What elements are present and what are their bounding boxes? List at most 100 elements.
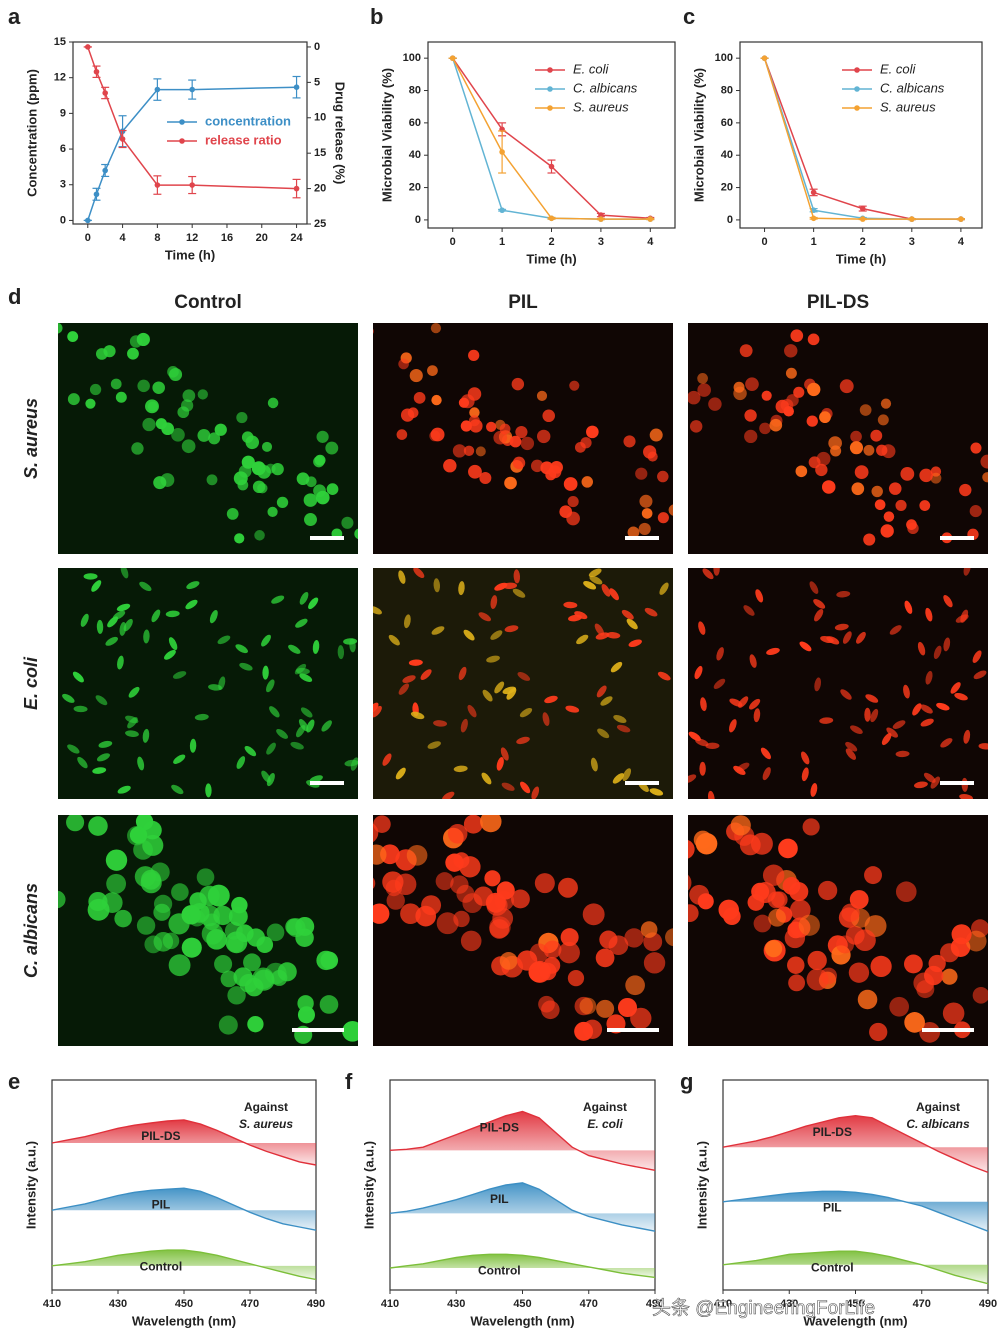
cell [919, 468, 933, 483]
cell [581, 476, 593, 488]
cell [649, 788, 664, 796]
legend-label: C. albicans [573, 80, 638, 95]
y2-tick-label: 5 [314, 76, 320, 88]
cell [266, 742, 276, 755]
point [84, 44, 91, 50]
cell [442, 791, 455, 799]
cell [665, 928, 673, 947]
cell [421, 895, 442, 916]
cell [83, 573, 98, 580]
cell [639, 494, 653, 508]
cell [762, 864, 785, 886]
cell [142, 417, 156, 432]
cell [117, 785, 131, 794]
cell [320, 951, 339, 970]
area-fill [52, 1188, 316, 1231]
cell [700, 697, 707, 712]
cell [517, 671, 531, 681]
cell [139, 581, 152, 592]
cell [168, 913, 190, 935]
cell [475, 446, 486, 457]
cell [516, 950, 538, 971]
cell [702, 568, 714, 580]
cell [888, 482, 902, 495]
cell [567, 970, 585, 987]
cell [622, 768, 632, 782]
cell [806, 415, 818, 427]
cell [850, 725, 863, 735]
cell [594, 623, 605, 636]
cell [544, 695, 558, 704]
y-tick-label: 100 [403, 52, 421, 64]
cell [373, 815, 391, 833]
cell [116, 603, 131, 612]
cell [919, 1021, 941, 1043]
cell [266, 923, 285, 942]
scale-bar [625, 781, 659, 785]
cell [504, 476, 517, 490]
cell [271, 595, 285, 604]
cell [95, 695, 108, 706]
cell [849, 441, 864, 455]
cell [137, 379, 150, 393]
legend-marker [547, 86, 553, 92]
spectrum-line [722, 1250, 989, 1285]
cell [120, 568, 129, 579]
cell [382, 753, 392, 766]
cell [762, 767, 771, 781]
cell [304, 513, 317, 526]
cell [574, 611, 588, 620]
cell [493, 430, 508, 445]
cell [892, 720, 906, 729]
cell [579, 997, 597, 1015]
cell [657, 470, 669, 483]
cell [950, 682, 961, 694]
cell [300, 707, 313, 718]
cell [940, 738, 953, 748]
cell [316, 430, 329, 443]
cell [600, 696, 613, 706]
cell [337, 645, 345, 660]
annotation: E. coli [587, 1117, 623, 1131]
legend-marker [179, 119, 185, 125]
cell [453, 910, 470, 928]
x-tick-label: 20 [256, 232, 268, 244]
cell [644, 607, 658, 617]
cell [468, 349, 480, 362]
cell [916, 980, 935, 999]
cell [815, 463, 828, 477]
cell [373, 328, 374, 334]
x-tick-label: 4 [958, 236, 965, 248]
cell [940, 943, 960, 963]
cell [303, 493, 318, 507]
point [293, 84, 300, 91]
cell [531, 786, 540, 799]
cell [266, 773, 275, 787]
y-tick-label: 20 [721, 181, 733, 193]
cell [511, 889, 530, 909]
cell [214, 954, 233, 974]
cell [870, 708, 879, 723]
cell [244, 745, 257, 757]
cell [980, 454, 988, 469]
cell [635, 467, 648, 480]
point [93, 191, 100, 198]
cell [595, 632, 610, 640]
spectrum-line [389, 1253, 656, 1279]
cell [504, 625, 519, 633]
cell [821, 480, 836, 494]
legend-label: S. aureus [880, 99, 936, 114]
cell [214, 423, 227, 436]
cell [854, 929, 876, 952]
cell [643, 952, 666, 974]
x-axis-label: Time (h) [836, 251, 886, 266]
cell [608, 935, 629, 956]
micrograph [58, 815, 358, 1046]
cell [801, 767, 809, 782]
x-tick-label: 490 [646, 1298, 664, 1310]
y-tick-label: 3 [60, 179, 66, 191]
cell [751, 882, 770, 901]
cell [325, 441, 339, 455]
point [909, 216, 915, 222]
cell [749, 698, 761, 710]
